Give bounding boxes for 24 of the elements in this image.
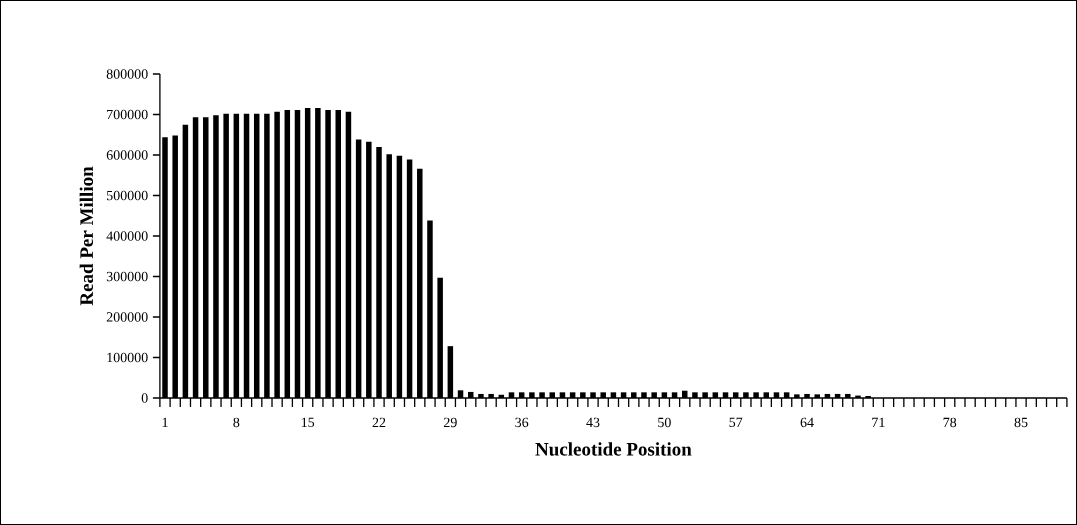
x-tick-label: 8 [233, 417, 240, 428]
y-tick-label: 600000 [106, 150, 148, 160]
x-tick-label: 57 [729, 417, 743, 428]
x-tick-label: 29 [443, 417, 457, 428]
y-tick-label: 400000 [106, 231, 148, 241]
x-tick-label: 64 [800, 417, 814, 428]
x-tick-label: 22 [372, 417, 386, 427]
y-tick-label: 0 [141, 393, 148, 403]
x-tick-label: 78 [943, 417, 957, 428]
x-tick-label: 85 [1014, 417, 1028, 428]
y-tick-label: 100000 [107, 352, 148, 363]
x-tick-label: 71 [872, 417, 885, 427]
x-axis-title: Nucleotide Position [535, 442, 692, 456]
y-tick-label: 300000 [106, 271, 148, 282]
y-tick-label: 800000 [106, 69, 148, 79]
x-tick-label: 43 [586, 417, 600, 428]
y-tick-label: 700000 [107, 109, 148, 120]
y-tick-label: 200000 [106, 312, 148, 322]
x-tick-label: 50 [658, 417, 671, 428]
y-axis-title: Read Per Million [79, 166, 94, 306]
x-tick-label: 36 [515, 417, 529, 428]
x-tick-label: 1 [162, 417, 168, 427]
y-tick-label: 500000 [107, 190, 148, 201]
x-tick-label: 15 [301, 417, 315, 428]
